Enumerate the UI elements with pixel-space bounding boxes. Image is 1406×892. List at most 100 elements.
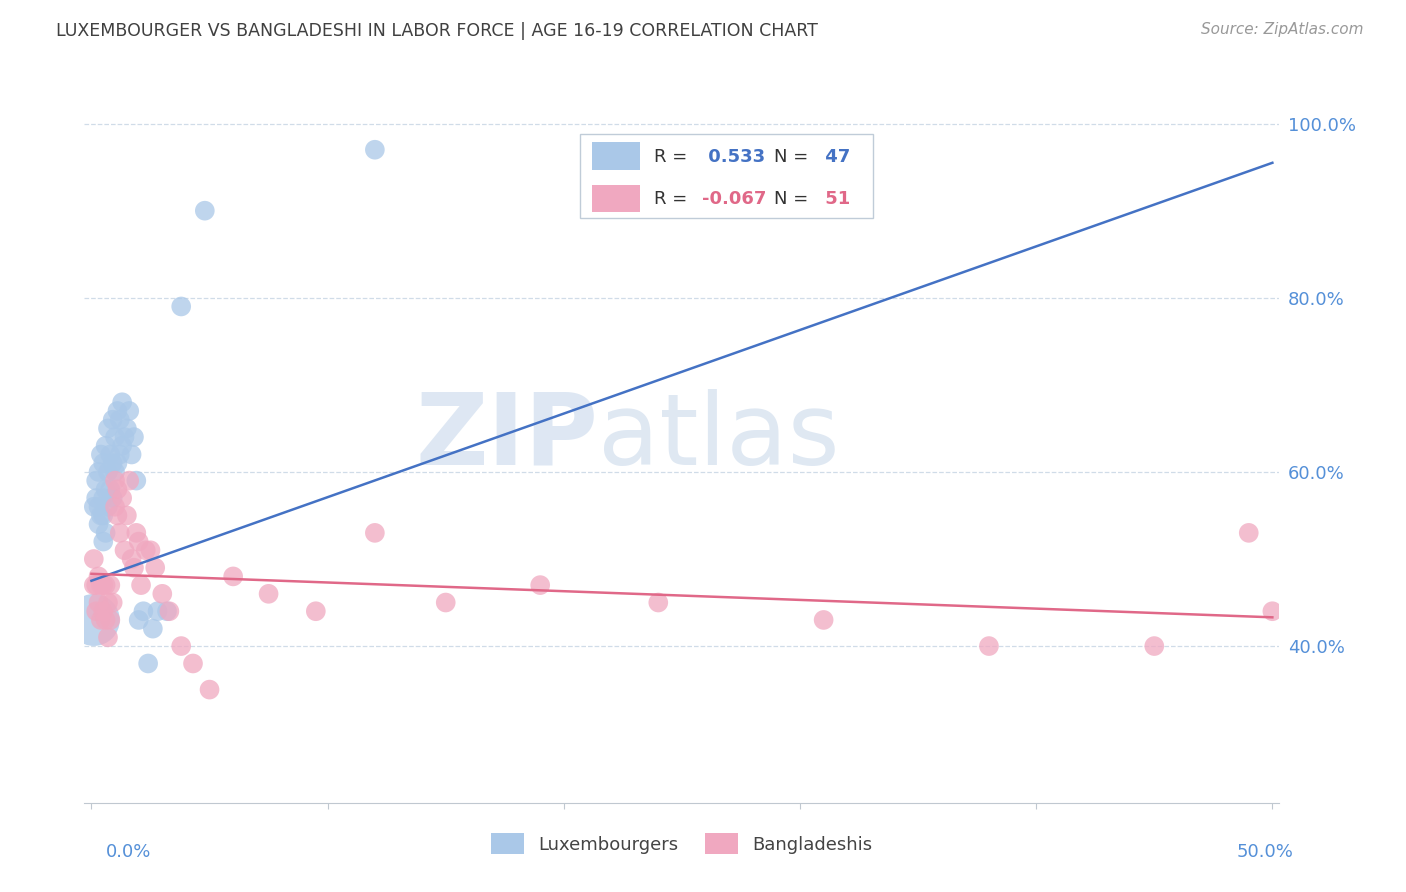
Point: [142, 622, 165, 636]
Text: 0.533: 0.533: [702, 148, 765, 166]
Point: [121, 552, 143, 566]
Point: [90, 613, 112, 627]
Point: [118, 404, 141, 418]
Text: LUXEMBOURGER VS BANGLADESHI IN LABOR FORCE | AGE 16-19 CORRELATION CHART: LUXEMBOURGER VS BANGLADESHI IN LABOR FOR…: [56, 22, 818, 40]
Point: [104, 430, 127, 444]
Point: [364, 143, 387, 157]
Point: [98, 448, 121, 462]
Point: [107, 483, 129, 497]
Point: [115, 508, 138, 523]
Point: [84, 604, 107, 618]
Text: Source: ZipAtlas.com: Source: ZipAtlas.com: [1201, 22, 1364, 37]
Point: [107, 508, 129, 523]
Point: [107, 404, 129, 418]
Point: [87, 465, 110, 479]
Point: [125, 525, 148, 540]
Point: [1261, 604, 1284, 618]
Point: [108, 448, 131, 462]
Point: [813, 613, 835, 627]
Point: [97, 500, 120, 514]
Text: ZIP: ZIP: [415, 389, 599, 485]
Point: [97, 465, 120, 479]
Point: [156, 604, 179, 618]
Point: [91, 604, 114, 618]
Point: [83, 578, 105, 592]
Point: [135, 543, 157, 558]
Text: 0.0%: 0.0%: [105, 843, 150, 861]
Point: [94, 525, 117, 540]
Point: [104, 465, 127, 479]
Point: [143, 560, 166, 574]
Point: [98, 483, 121, 497]
Point: [170, 639, 193, 653]
Point: [1143, 639, 1166, 653]
Point: [87, 569, 110, 583]
Point: [108, 412, 131, 426]
Point: [94, 439, 117, 453]
Point: [107, 456, 129, 470]
Point: [111, 395, 134, 409]
Point: [94, 613, 117, 627]
Point: [364, 525, 387, 540]
Point: [101, 412, 124, 426]
Point: [108, 525, 131, 540]
Text: N =: N =: [773, 190, 808, 208]
Point: [181, 657, 204, 671]
Point: [91, 578, 114, 592]
Point: [136, 657, 159, 671]
Point: [101, 595, 124, 609]
Point: [91, 508, 114, 523]
Point: [434, 595, 457, 609]
Point: [97, 631, 120, 645]
FancyBboxPatch shape: [581, 134, 873, 218]
Point: [198, 682, 221, 697]
Point: [170, 300, 193, 314]
Text: -0.067: -0.067: [702, 190, 766, 208]
Text: R =: R =: [654, 190, 688, 208]
Point: [194, 203, 217, 218]
Point: [529, 578, 551, 592]
Legend: Luxembourgers, Bangladeshis: Luxembourgers, Bangladeshis: [482, 824, 882, 863]
Point: [647, 595, 669, 609]
Point: [222, 569, 245, 583]
Point: [111, 439, 134, 453]
Text: R =: R =: [654, 148, 688, 166]
Point: [90, 448, 112, 462]
Point: [118, 474, 141, 488]
Point: [128, 613, 150, 627]
Point: [87, 500, 110, 514]
Text: 50.0%: 50.0%: [1237, 843, 1294, 861]
Point: [104, 500, 127, 514]
Point: [150, 587, 173, 601]
Point: [87, 595, 110, 609]
Point: [91, 491, 114, 505]
Point: [84, 578, 107, 592]
Text: atlas: atlas: [599, 389, 839, 485]
Point: [94, 483, 117, 497]
Point: [125, 474, 148, 488]
Point: [83, 500, 105, 514]
Point: [83, 552, 105, 566]
Point: [146, 604, 169, 618]
Point: [97, 421, 120, 435]
Point: [115, 421, 138, 435]
Point: [132, 604, 155, 618]
Point: [97, 595, 120, 609]
Point: [157, 604, 180, 618]
Point: [257, 587, 280, 601]
Point: [122, 430, 145, 444]
Point: [83, 613, 105, 627]
Point: [87, 517, 110, 532]
Point: [1237, 525, 1260, 540]
Text: 51: 51: [820, 190, 851, 208]
Point: [139, 543, 162, 558]
Point: [91, 534, 114, 549]
Point: [101, 456, 124, 470]
Point: [129, 578, 152, 592]
Text: 47: 47: [820, 148, 851, 166]
FancyBboxPatch shape: [592, 143, 640, 170]
Point: [90, 578, 112, 592]
Point: [305, 604, 328, 618]
Point: [91, 456, 114, 470]
Point: [98, 578, 121, 592]
